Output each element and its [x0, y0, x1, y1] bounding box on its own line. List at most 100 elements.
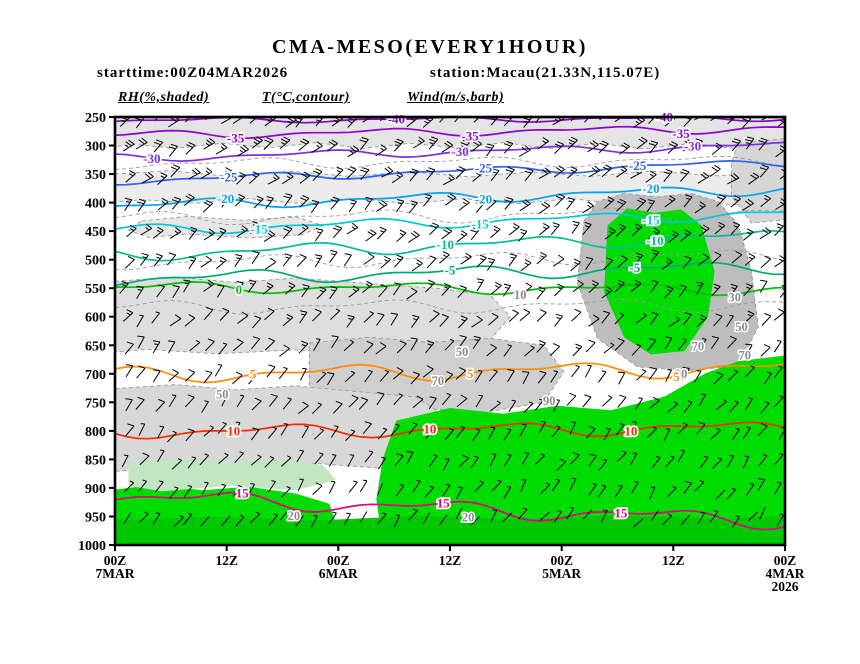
- rh-label: 70: [432, 374, 445, 388]
- page-title: CMA-MESO(EVERY1HOUR): [272, 36, 588, 58]
- rh-label: 50: [456, 345, 469, 359]
- rh-region-bottom-strip-green: [115, 515, 785, 545]
- rh-value-labels: 50 10 30 50 70 50 70 90 90 70 20 20: [214, 287, 752, 527]
- temp-label--30: -30: [451, 144, 468, 159]
- rh-region-right-top-gray: [730, 138, 785, 224]
- rh-shading: [115, 117, 785, 545]
- temp-label-15: 15: [614, 505, 628, 520]
- rh-label: 50: [216, 387, 229, 401]
- y-tick-label: 500: [85, 254, 106, 269]
- rh-region-right-green-tower: [604, 208, 715, 355]
- temp-label-15: 15: [236, 485, 250, 500]
- rh-label: 90: [543, 394, 556, 408]
- rh-region-lower-right-green: [376, 355, 785, 545]
- legend-rh-shaded: RH(%,shaded): [118, 90, 210, 105]
- y-tick-label: 750: [85, 396, 106, 411]
- legend-temp-contour: T(°C,contour): [262, 90, 350, 105]
- temp-label--25: -25: [475, 161, 493, 176]
- temp-label--15: -15: [472, 217, 490, 232]
- temp-label--15: -15: [642, 212, 660, 227]
- temp-contour-labels: -40 -40-35 -35 -35-30 -30 -30-25-25 -25-20 -20-…: [141, 108, 703, 523]
- rh-contours: [115, 155, 785, 315]
- temp-label-10: 10: [227, 424, 240, 439]
- rh-contour-line: [115, 249, 785, 271]
- temp-label-15: 15: [437, 495, 451, 510]
- y-tick-label: 850: [85, 453, 106, 468]
- temp-contour--5: [115, 261, 785, 287]
- x-date-label: 7MAR: [96, 566, 135, 581]
- temp-label--20: -20: [217, 191, 234, 206]
- y-tick-label: 650: [85, 339, 106, 354]
- rh-region-left-pale-green: [128, 458, 337, 492]
- legend-wind-barb: Wind(m/s,barb): [407, 90, 505, 105]
- temp-label-10: 10: [624, 424, 637, 439]
- rh-label: 70: [739, 349, 752, 363]
- x-tick-label: 12Z: [215, 553, 238, 568]
- temp-label--30: -30: [684, 139, 701, 154]
- temp-label--20: -20: [475, 191, 492, 206]
- y-tick-label: 300: [85, 140, 106, 155]
- y-tick-label: 250: [85, 111, 106, 126]
- temp-label-10: 10: [423, 421, 436, 436]
- x-tick-label: 12Z: [439, 553, 462, 568]
- x-tick-label: 00Z: [104, 553, 127, 568]
- station-label: station:Macau(21.33N,115.07E): [430, 65, 661, 81]
- y-axis: 250 300 350 400 450 500 550 600 650 700 750 800 850 9…: [78, 111, 115, 554]
- rh-contour-line: [115, 155, 785, 170]
- y-tick-label: 800: [85, 425, 106, 440]
- temp-contour-15: [115, 491, 785, 531]
- y-tick-label: 450: [85, 225, 106, 240]
- y-tick-label: 550: [85, 282, 106, 297]
- temp-label-0: 0: [236, 282, 243, 297]
- y-tick-label: 400: [85, 197, 106, 212]
- rh-label: 70: [692, 339, 705, 353]
- temp-label-5: 5: [467, 366, 474, 381]
- temp-label--30: -30: [143, 151, 160, 166]
- temp-label--40: -40: [388, 112, 405, 127]
- rh-label: 20: [462, 511, 475, 525]
- rh-label: 30: [729, 290, 742, 304]
- rh-label: 90: [675, 367, 688, 381]
- temp-label--15: -15: [250, 222, 268, 237]
- y-tick-label: 900: [85, 482, 106, 497]
- temp-contour--35: [115, 125, 785, 140]
- rh-contour-line: [115, 298, 785, 315]
- x-tick-label: 00Z: [774, 553, 797, 568]
- temp-contour-5: [115, 362, 785, 384]
- temp-contour--20: [115, 186, 785, 209]
- y-tick-label: 350: [85, 168, 106, 183]
- y-tick-label: 600: [85, 311, 106, 326]
- y-tick-label: 1000: [78, 539, 106, 554]
- temp-label-5: 5: [250, 367, 257, 382]
- y-tick-label: 700: [85, 368, 106, 383]
- temp-label--10: -10: [437, 237, 454, 252]
- rh-label: 20: [288, 509, 301, 523]
- x-tick-label: 00Z: [327, 553, 350, 568]
- x-date-label: 2026: [772, 579, 799, 594]
- x-tick-label: 00Z: [550, 553, 573, 568]
- starttime-label: starttime:00Z04MAR2026: [97, 65, 289, 81]
- x-tick-label: 12Z: [662, 553, 685, 568]
- temp-contour--25: [115, 160, 785, 186]
- x-date-label: 4MAR: [766, 566, 805, 581]
- temp-contour--15: [115, 211, 785, 235]
- temp-label--35: -35: [227, 131, 245, 146]
- x-date-label: 6MAR: [319, 566, 358, 581]
- rh-label: 50: [735, 320, 748, 334]
- temp-label--5: -5: [629, 260, 640, 275]
- temp-label--25: -25: [629, 158, 647, 173]
- temp-label--25: -25: [220, 170, 238, 185]
- temp-label--35: -35: [461, 129, 479, 144]
- rh-contour-line: [115, 208, 785, 226]
- x-date-label: 5MAR: [542, 566, 581, 581]
- wind-barbs: [119, 117, 785, 528]
- rh-label: 10: [514, 288, 527, 302]
- temp-contour--10: [115, 229, 785, 262]
- y-tick-label: 950: [85, 511, 106, 526]
- temp-label--5: -5: [445, 263, 456, 278]
- temp-label--35: -35: [672, 126, 690, 141]
- temp-label--10: -10: [646, 233, 663, 248]
